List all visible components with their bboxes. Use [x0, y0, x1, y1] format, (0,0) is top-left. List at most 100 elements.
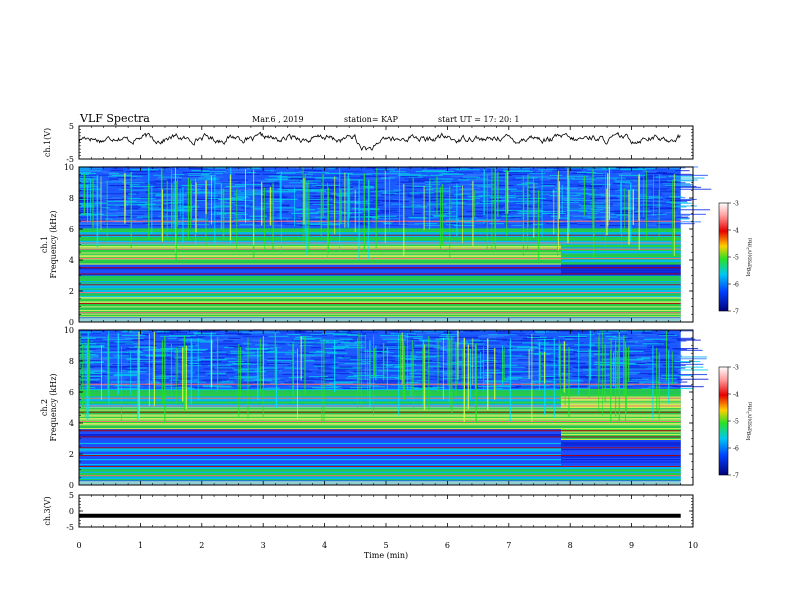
y-tick-label: 0 [69, 318, 74, 327]
spectrogram-cell [112, 168, 124, 170]
spectrogram-cell [627, 366, 648, 368]
spectrogram-cell [313, 363, 342, 365]
spectrogram-cell [492, 218, 520, 220]
spectrogram-cell [539, 346, 571, 348]
spectrogram-cell [309, 224, 341, 226]
spectrogram-cell [186, 180, 212, 182]
spectrogram-cell [313, 359, 325, 361]
spectrogram-cell [218, 381, 234, 383]
spectrogram-band [561, 398, 681, 400]
spectrogram-cell [253, 195, 266, 197]
spectrogram-cell [79, 212, 92, 214]
spectrogram-cell [589, 342, 618, 344]
spectrogram-cell [523, 337, 546, 339]
spectrogram-cell [318, 222, 332, 224]
spectrogram-cell [420, 357, 439, 359]
spectrogram-cell [615, 345, 647, 347]
spectrogram-cell [631, 378, 649, 380]
spectrogram-cell [114, 374, 138, 376]
spectrogram-band [79, 446, 561, 448]
spectrogram-cell [435, 376, 467, 378]
ch1-y-axis-label: ch.1(V) [43, 128, 52, 157]
spectrogram-cell [565, 380, 584, 382]
spectrogram-band [79, 437, 561, 439]
spectrogram-cell [460, 340, 481, 342]
spectrogram-cell [394, 366, 406, 368]
spectrogram-cell [149, 357, 178, 359]
spectrogram-cell [119, 356, 148, 358]
spectrogram-cell [345, 180, 360, 182]
spectrogram-cell [344, 343, 357, 345]
spectrogram-cell [366, 354, 392, 356]
spectrogram-cell [429, 375, 441, 377]
spectrogram-band [561, 296, 681, 298]
spectrogram-cell [103, 351, 128, 353]
spectrogram-band [561, 262, 681, 264]
spectrogram-cell [155, 341, 183, 343]
spectrogram-cell [325, 341, 350, 343]
spectrogram-cell [637, 184, 654, 186]
spectrogram-cell [437, 171, 454, 173]
spectrogram-band [79, 476, 561, 478]
spectrogram-cell [296, 223, 320, 225]
spectrogram-band [561, 247, 681, 249]
y-tick-label: 5 [69, 491, 74, 500]
spectrogram-cell [533, 203, 564, 205]
spectrogram-cell [609, 219, 636, 221]
spectrogram-cell [669, 203, 678, 205]
spectrogram-cell [416, 333, 439, 335]
spectrogram-cell [614, 354, 647, 356]
spectrogram-band [79, 459, 561, 461]
spectrogram-band [561, 476, 681, 478]
spectrogram-cell [217, 212, 236, 214]
spectrogram-band [79, 471, 561, 473]
spectrogram-cell [222, 335, 239, 337]
spectrogram-cell [443, 377, 460, 379]
spectrogram-cell [138, 338, 154, 340]
spectrogram-cell [563, 199, 593, 201]
spectrogram-cell [471, 379, 488, 381]
spectrogram-cell [145, 170, 162, 172]
spectrogram-cell [351, 337, 366, 339]
spectrogram-cell [289, 182, 307, 184]
spectrogram-cell [79, 368, 103, 370]
spectrogram-band [561, 283, 681, 285]
spectrogram-cell [261, 183, 282, 185]
spectrogram-cell [567, 379, 581, 381]
figure-title: VLF Spectra [80, 112, 150, 125]
spectrogram-band [561, 251, 681, 253]
spectrogram-cell [656, 172, 668, 174]
spectrogram-cell [263, 338, 283, 340]
spectrogram-cell [610, 192, 623, 194]
spectrogram-cell [411, 378, 440, 380]
spectrogram-cell [231, 197, 251, 199]
spectrogram-cell [293, 366, 306, 368]
spectrogram-cell [276, 176, 302, 178]
spectrogram-cell [464, 174, 491, 176]
spectrogram-cell [320, 206, 331, 208]
spectrogram-band [561, 298, 681, 300]
spectrogram-cell [666, 201, 688, 203]
spectrogram-cell [136, 375, 147, 377]
spectrogram-cell [593, 172, 604, 174]
spectrogram-cell [373, 199, 399, 201]
y-tick-label: 5 [69, 122, 74, 131]
spectrogram-band [79, 469, 561, 471]
spectrogram-band [561, 282, 681, 284]
spectrogram-cell [382, 343, 411, 345]
spectrogram-band [561, 463, 681, 466]
spectrogram-cell [205, 207, 219, 209]
spectrogram-cell [456, 215, 483, 217]
spectrogram-cell [167, 179, 182, 181]
spectrogram-cell [582, 369, 605, 371]
spectrogram-cell [79, 359, 109, 361]
spectrogram-cell [114, 341, 133, 343]
spectrogram-band [79, 251, 561, 253]
spectrogram-cell [336, 195, 350, 197]
spectrogram-cell [433, 215, 460, 217]
spectrogram-cell [280, 361, 291, 363]
spectrogram-cell [273, 337, 285, 339]
spectrogram-band [79, 467, 561, 470]
spectrogram-cell [204, 357, 225, 359]
spectrogram-cell [626, 364, 640, 366]
